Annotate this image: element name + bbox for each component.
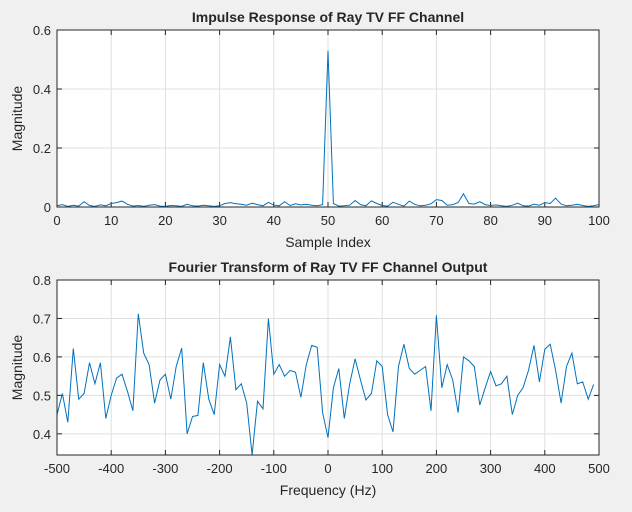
impulse-x-tick-label: 50 bbox=[321, 213, 335, 228]
impulse-series-line bbox=[57, 50, 599, 207]
impulse-y-tick-label: 0.4 bbox=[33, 82, 51, 97]
impulse-y-tick-label: 0.6 bbox=[33, 23, 51, 38]
fourier-x-tick-label: 500 bbox=[588, 461, 610, 476]
impulse-x-tick-label: 100 bbox=[588, 213, 610, 228]
fourier-x-tick-label: -100 bbox=[261, 461, 287, 476]
impulse-x-tick-label: 90 bbox=[538, 213, 552, 228]
fourier-x-tick-label: -300 bbox=[152, 461, 178, 476]
fourier-x-tick-label: 300 bbox=[480, 461, 502, 476]
impulse-x-tick-label: 70 bbox=[429, 213, 443, 228]
fourier-x-tick-label: 100 bbox=[371, 461, 393, 476]
fourier-x-axis-label: Frequency (Hz) bbox=[280, 482, 376, 498]
impulse-y-axis-label: Magnitude bbox=[9, 86, 25, 152]
fourier-x-tick-label: 0 bbox=[324, 461, 331, 476]
impulse-x-tick-label: 80 bbox=[483, 213, 497, 228]
impulse-x-tick-label: 0 bbox=[53, 213, 60, 228]
impulse-x-tick-label: 30 bbox=[212, 213, 226, 228]
fourier-x-tick-label: -500 bbox=[44, 461, 70, 476]
fourier-y-tick-label: 0.5 bbox=[33, 388, 51, 403]
impulse-axes-box bbox=[56, 29, 600, 208]
impulse-chart-title: Impulse Response of Ray TV FF Channel bbox=[192, 9, 464, 25]
fourier-x-tick-label: -400 bbox=[98, 461, 124, 476]
fourier-chart-title: Fourier Transform of Ray TV FF Channel O… bbox=[169, 259, 488, 275]
fourier-x-tick-label: 400 bbox=[534, 461, 556, 476]
impulse-x-tick-label: 10 bbox=[104, 213, 118, 228]
fourier-x-tick-label: 200 bbox=[426, 461, 448, 476]
impulse-x-tick-label: 60 bbox=[375, 213, 389, 228]
fourier-transform-axes: -500 -400 -300 -200 -100 0 100 200 300 400 500 0.4 0… bbox=[9, 259, 610, 498]
fourier-y-tick-label: 0.7 bbox=[33, 311, 51, 326]
impulse-x-tick-label: 40 bbox=[267, 213, 281, 228]
impulse-y-tick-label: 0.2 bbox=[33, 141, 51, 156]
fourier-y-tick-label: 0.8 bbox=[33, 273, 51, 288]
fourier-y-tick-label: 0.4 bbox=[33, 427, 51, 442]
fourier-y-tick-label: 0.6 bbox=[33, 350, 51, 365]
impulse-x-axis-label: Sample Index bbox=[285, 234, 371, 250]
impulse-y-tick-label: 0 bbox=[44, 200, 51, 215]
impulse-response-axes: 0 10 20 30 40 50 60 70 80 90 100 0 0.2 0.4 0.6 Impulse … bbox=[9, 9, 610, 250]
fourier-y-axis-label: Magnitude bbox=[9, 335, 25, 401]
fourier-axes-box bbox=[56, 279, 600, 456]
fourier-series-line bbox=[57, 313, 595, 455]
impulse-x-tick-label: 20 bbox=[158, 213, 172, 228]
fourier-x-tick-label: -200 bbox=[207, 461, 233, 476]
